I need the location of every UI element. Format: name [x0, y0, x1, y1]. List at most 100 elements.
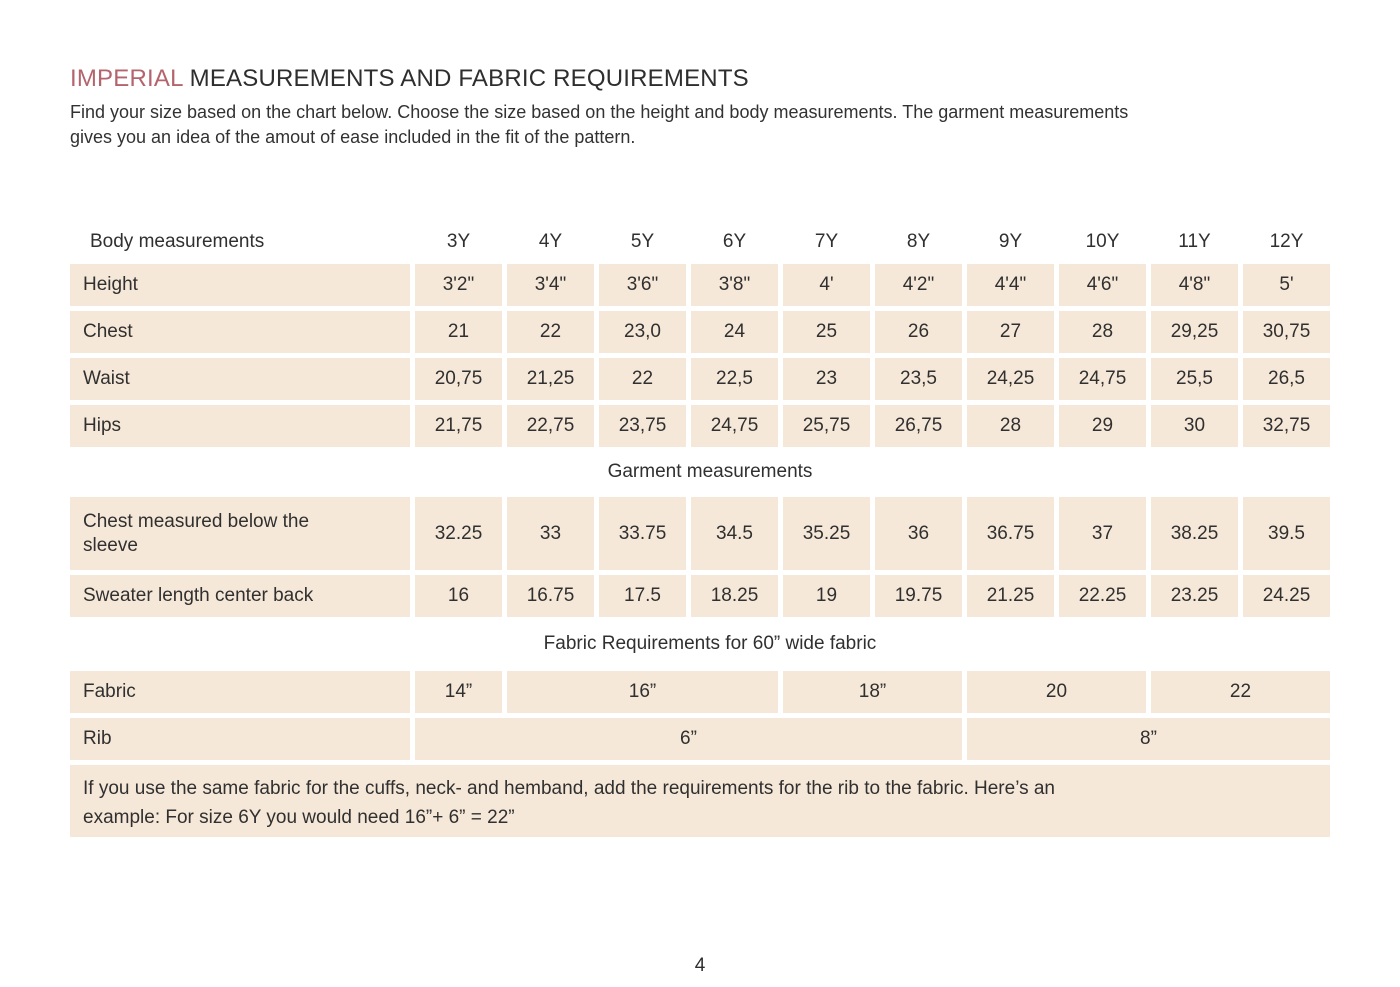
chest-cell: 23,0	[599, 311, 686, 353]
fabric-cell: 20	[967, 671, 1146, 713]
waist-cell: 23	[783, 358, 870, 400]
hips-cell: 24,75	[691, 405, 778, 447]
title-rest: MEASUREMENTS AND FABRIC REQUIREMENTS	[189, 65, 749, 92]
height-cell: 4'4"	[967, 264, 1054, 306]
row-label-waist: Waist	[70, 358, 410, 400]
column-header-body-measurements: Body measurements	[90, 231, 265, 252]
garment-chest-cell: 37	[1059, 497, 1146, 570]
rib-cell: 6”	[415, 718, 962, 760]
hips-cell: 25,75	[783, 405, 870, 447]
size-column-header-5y: 5Y	[630, 231, 655, 252]
height-cell: 5'	[1243, 264, 1330, 306]
size-column-header-10y: 10Y	[1085, 231, 1120, 252]
note-line-2: example: For size 6Y you would need 16”+…	[83, 807, 515, 828]
intro-paragraph: Find your size based on the chart below.…	[70, 100, 1330, 150]
page-number: 4	[694, 955, 706, 976]
sweater-length-cell: 19	[783, 575, 870, 617]
chest-cell: 22	[507, 311, 594, 353]
note-line-1: If you use the same fabric for the cuffs…	[83, 778, 1055, 799]
waist-cell: 20,75	[415, 358, 502, 400]
note-box: If you use the same fabric for the cuffs…	[70, 765, 1330, 837]
hips-cell: 32,75	[1243, 405, 1330, 447]
section-header-fabric-requirements: Fabric Requirements for 60” wide fabric	[543, 633, 877, 654]
sweater-length-cell: 19.75	[875, 575, 962, 617]
hips-cell: 21,75	[415, 405, 502, 447]
height-cell: 3'8"	[691, 264, 778, 306]
rib-cell: 8”	[967, 718, 1330, 760]
height-cell: 3'4"	[507, 264, 594, 306]
row-label-rib: Rib	[70, 718, 410, 760]
sweater-length-cell: 23.25	[1151, 575, 1238, 617]
intro-line-2: gives you an idea of the amout of ease i…	[70, 127, 636, 147]
row-label-sweater-length: Sweater length center back	[70, 575, 410, 617]
garment-chest-cell: 32.25	[415, 497, 502, 570]
size-column-header-11y: 11Y	[1178, 231, 1211, 252]
garment-chest-cell: 38.25	[1151, 497, 1238, 570]
garment-chest-cell: 35.25	[783, 497, 870, 570]
garment-chest-cell: 39.5	[1243, 497, 1330, 570]
row-label-chest-below-sleeve: Chest measured below the sleeve	[70, 497, 410, 570]
chest-cell: 27	[967, 311, 1054, 353]
sweater-length-cell: 22.25	[1059, 575, 1146, 617]
size-column-header-6y: 6Y	[722, 231, 747, 252]
fabric-cell: 18”	[783, 671, 962, 713]
row-label-fabric: Fabric	[70, 671, 410, 713]
chest-cell: 21	[415, 311, 502, 353]
fabric-cell: 16”	[507, 671, 778, 713]
size-column-header-12y: 12Y	[1269, 231, 1304, 252]
fabric-cell: 22	[1151, 671, 1330, 713]
sweater-length-cell: 16	[415, 575, 502, 617]
height-cell: 4'8"	[1151, 264, 1238, 306]
size-column-header-9y: 9Y	[998, 231, 1023, 252]
size-column-header-3y: 3Y	[446, 231, 471, 252]
chest-cell: 26	[875, 311, 962, 353]
size-column-header-7y: 7Y	[814, 231, 839, 252]
height-cell: 4'6"	[1059, 264, 1146, 306]
page-title: IMPERIAL MEASUREMENTS AND FABRIC REQUIRE…	[70, 64, 1330, 94]
sweater-length-cell: 21.25	[967, 575, 1054, 617]
waist-cell: 26,5	[1243, 358, 1330, 400]
sweater-length-cell: 17.5	[599, 575, 686, 617]
waist-cell: 25,5	[1151, 358, 1238, 400]
intro-line-1: Find your size based on the chart below.…	[70, 102, 1129, 122]
waist-cell: 24,25	[967, 358, 1054, 400]
height-cell: 4'	[783, 264, 870, 306]
hips-cell: 26,75	[875, 405, 962, 447]
chest-cell: 28	[1059, 311, 1146, 353]
waist-cell: 22	[599, 358, 686, 400]
waist-cell: 21,25	[507, 358, 594, 400]
hips-cell: 29	[1059, 405, 1146, 447]
waist-cell: 23,5	[875, 358, 962, 400]
chest-cell: 24	[691, 311, 778, 353]
size-chart-table: Body measurements 3Y 4Y 5Y 6Y 7Y 8Y 9Y 1…	[70, 225, 1330, 837]
sweater-length-cell: 18.25	[691, 575, 778, 617]
section-header-garment-measurements: Garment measurements	[607, 461, 813, 482]
chest-cell: 29,25	[1151, 311, 1238, 353]
row-label-height: Height	[70, 264, 410, 306]
height-cell: 3'2"	[415, 264, 502, 306]
waist-cell: 24,75	[1059, 358, 1146, 400]
title-accent: IMPERIAL	[70, 65, 183, 92]
garment-chest-cell: 36.75	[967, 497, 1054, 570]
size-column-header-8y: 8Y	[906, 231, 931, 252]
height-cell: 3'6"	[599, 264, 686, 306]
garment-chest-cell: 33.75	[599, 497, 686, 570]
height-cell: 4'2"	[875, 264, 962, 306]
sweater-length-cell: 16.75	[507, 575, 594, 617]
waist-cell: 22,5	[691, 358, 778, 400]
chest-cell: 30,75	[1243, 311, 1330, 353]
garment-chest-cell: 34.5	[691, 497, 778, 570]
fabric-cell: 14”	[415, 671, 502, 713]
hips-cell: 22,75	[507, 405, 594, 447]
garment-chest-cell: 36	[875, 497, 962, 570]
sweater-length-cell: 24.25	[1243, 575, 1330, 617]
row-label-chest: Chest	[70, 311, 410, 353]
garment-chest-cell: 33	[507, 497, 594, 570]
hips-cell: 28	[967, 405, 1054, 447]
hips-cell: 23,75	[599, 405, 686, 447]
chest-cell: 25	[783, 311, 870, 353]
hips-cell: 30	[1151, 405, 1238, 447]
size-column-header-4y: 4Y	[538, 231, 563, 252]
